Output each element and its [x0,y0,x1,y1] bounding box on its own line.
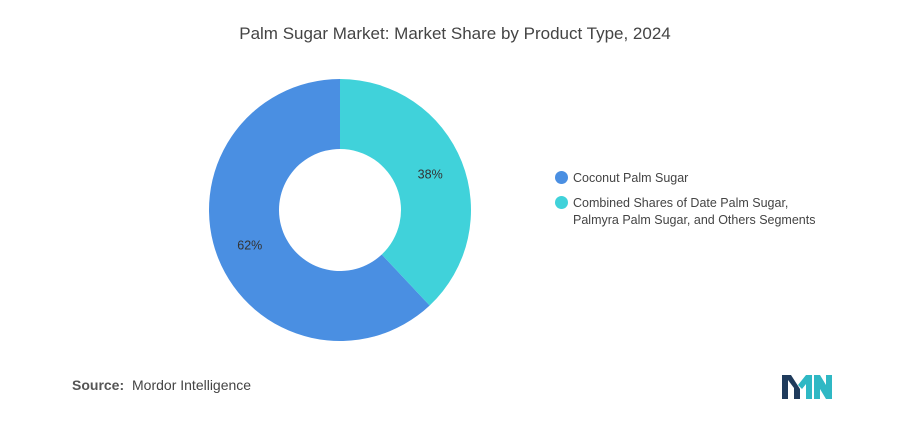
legend: Coconut Palm Sugar Combined Shares of Da… [555,170,885,237]
slice-coconut-palm-sugar[interactable] [208,79,430,341]
data-label-combined-others: 38% [418,167,443,181]
source-value: Mordor Intelligence [132,377,252,393]
legend-label: Coconut Palm Sugar [573,170,688,187]
legend-label-line: Palmyra Palm Sugar, and Others Segments [573,213,816,227]
data-label-coconut-palm-sugar: 62% [237,239,262,253]
legend-label-line: Combined Shares of Date Palm Sugar, [573,196,789,210]
chart-title: Palm Sugar Market: Market Share by Produ… [239,24,671,43]
source-label: Source: [72,377,125,393]
legend-item-combined-others[interactable]: Combined Shares of Date Palm Sugar, Palm… [555,195,885,229]
mordor-intelligence-logo-icon [782,375,832,399]
legend-label: Combined Shares of Date Palm Sugar, Palm… [573,195,815,229]
legend-swatch-coconut-palm-sugar [555,171,568,184]
legend-label-line: Coconut Palm Sugar [573,171,689,185]
source-note: Source: Mordor Intelligence [72,377,251,393]
legend-swatch-combined-others [555,196,568,209]
slice-combined-others[interactable] [340,79,471,306]
legend-item-coconut-palm-sugar[interactable]: Coconut Palm Sugar [555,170,885,187]
